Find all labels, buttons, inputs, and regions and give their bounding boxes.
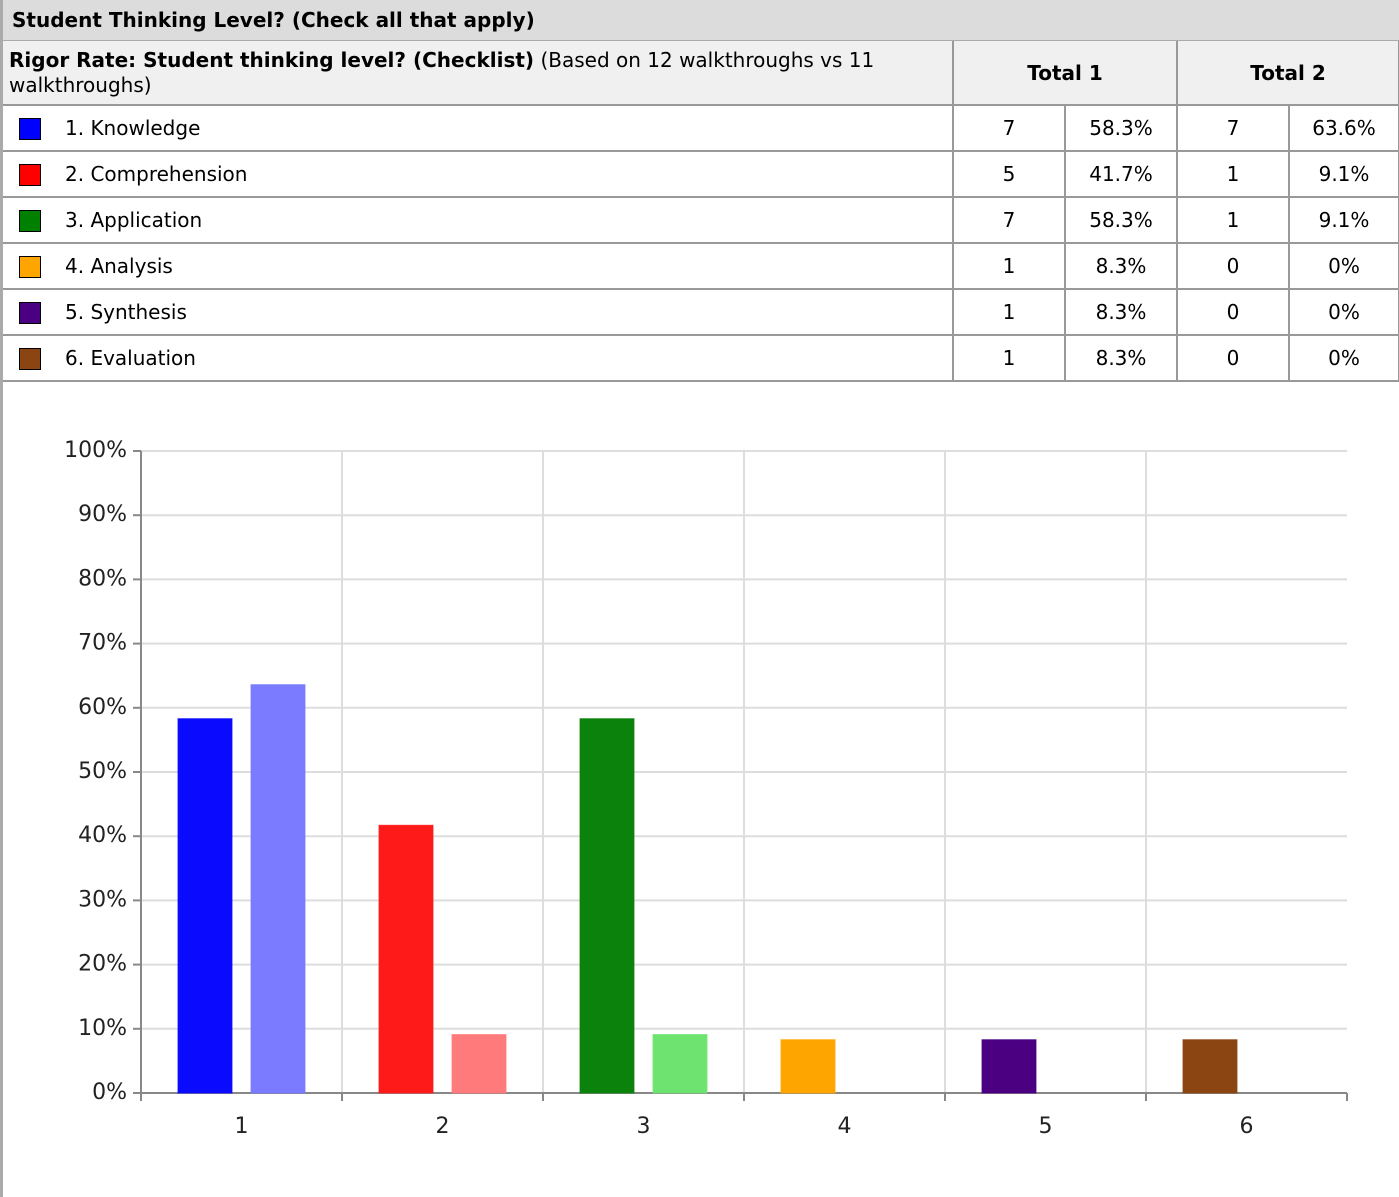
- y-tick-label: 60%: [78, 695, 127, 720]
- table-row: 3. Application 7 58.3% 1 9.1%: [3, 197, 1399, 244]
- row-label: 2. Comprehension: [65, 161, 248, 186]
- table-cell: 58.3%: [1065, 197, 1178, 244]
- bar: [579, 718, 635, 1094]
- x-tick-label: 5: [1039, 1114, 1053, 1139]
- table-cell: 0%: [1289, 335, 1399, 382]
- bar: [652, 1034, 708, 1094]
- row-label-cell: 1. Knowledge: [3, 105, 954, 152]
- table-cell: 1: [1177, 151, 1290, 198]
- y-tick-label: 100%: [64, 438, 127, 463]
- color-swatch: [19, 348, 41, 371]
- row-label-cell: 4. Analysis: [3, 243, 954, 290]
- color-swatch: [19, 210, 41, 233]
- table-cell: 1: [953, 335, 1066, 382]
- table-cell: 5: [953, 151, 1066, 198]
- column-header: Total 1: [953, 41, 1178, 106]
- y-tick-label: 70%: [78, 631, 127, 656]
- bar: [451, 1034, 507, 1094]
- table-cell: 63.6%: [1289, 105, 1399, 152]
- table-cell: 0%: [1289, 289, 1399, 336]
- table-cell: 9.1%: [1289, 197, 1399, 244]
- color-swatch: [19, 256, 41, 279]
- x-tick-label: 1: [235, 1114, 249, 1139]
- bar: [981, 1039, 1037, 1094]
- table-cell: 58.3%: [1065, 105, 1178, 152]
- bar: [378, 824, 434, 1094]
- table-title: Rigor Rate: Student thinking level? (Che…: [3, 41, 954, 106]
- table-cell: 0: [1177, 289, 1290, 336]
- table-cell: 0: [1177, 335, 1290, 382]
- table-cell: 41.7%: [1065, 151, 1178, 198]
- color-swatch: [19, 164, 41, 187]
- column-header: Total 2: [1177, 41, 1399, 106]
- table-cell: 1: [953, 289, 1066, 336]
- row-label-cell: 5. Synthesis: [3, 289, 954, 336]
- table-title-bold: Rigor Rate: Student thinking level? (Che…: [9, 47, 535, 72]
- chart: 0% 10% 20% 30% 40% 50% 60% 70% 80% 90% 100% 1 2 3 4 5 6: [64, 438, 1348, 1139]
- bar: [1182, 1039, 1238, 1094]
- table-title-note: (Based on 12 walkthroughs vs 11 walkthro…: [9, 47, 875, 97]
- y-tick-label: 80%: [78, 566, 127, 591]
- table-cell: 8.3%: [1065, 289, 1178, 336]
- table-cell: 1: [953, 243, 1066, 290]
- table-row: 4. Analysis 1 8.3% 0 0%: [3, 243, 1399, 290]
- table-cell: 0%: [1289, 243, 1399, 290]
- table-cell: 8.3%: [1065, 243, 1178, 290]
- data-table: Rigor Rate: Student thinking level? (Che…: [3, 41, 1399, 382]
- y-tick-label: 0%: [92, 1080, 127, 1105]
- table-row: 2. Comprehension 5 41.7% 1 9.1%: [3, 151, 1399, 198]
- row-label: 1. Knowledge: [65, 115, 201, 140]
- y-tick-label: 30%: [78, 887, 127, 912]
- row-label: 4. Analysis: [65, 253, 173, 278]
- table-row: 5. Synthesis 1 8.3% 0 0%: [3, 289, 1399, 336]
- y-tick-label: 90%: [78, 502, 127, 527]
- bar: [780, 1039, 836, 1094]
- table-cell: 1: [1177, 197, 1290, 244]
- table-cell: 7: [953, 105, 1066, 152]
- color-swatch: [19, 118, 41, 141]
- table-row: 1. Knowledge 7 58.3% 7 63.6%: [3, 105, 1399, 152]
- y-tick-label: 10%: [78, 1016, 127, 1041]
- table-cell: 7: [1177, 105, 1290, 152]
- section-title: Student Thinking Level? (Check all that …: [3, 0, 1399, 41]
- table-cell: 7: [953, 197, 1066, 244]
- row-label: 5. Synthesis: [65, 299, 187, 324]
- row-label-cell: 2. Comprehension: [3, 151, 954, 198]
- table-row: 6. Evaluation 1 8.3% 0 0%: [3, 335, 1399, 382]
- y-tick-label: 20%: [78, 952, 127, 977]
- x-tick-label: 2: [436, 1114, 450, 1139]
- bar: [177, 718, 233, 1094]
- row-label-cell: 6. Evaluation: [3, 335, 954, 382]
- x-tick-label: 4: [838, 1114, 852, 1139]
- x-tick-label: 3: [637, 1114, 651, 1139]
- row-label: 6. Evaluation: [65, 345, 196, 370]
- table-cell: 9.1%: [1289, 151, 1399, 198]
- bar: [250, 684, 306, 1094]
- x-tick-label: 6: [1240, 1114, 1254, 1139]
- row-label: 3. Application: [65, 207, 203, 232]
- color-swatch: [19, 302, 41, 325]
- y-tick-label: 40%: [78, 823, 127, 848]
- table-cell: 8.3%: [1065, 335, 1178, 382]
- row-label-cell: 3. Application: [3, 197, 954, 244]
- y-tick-label: 50%: [78, 759, 127, 784]
- table-cell: 0: [1177, 243, 1290, 290]
